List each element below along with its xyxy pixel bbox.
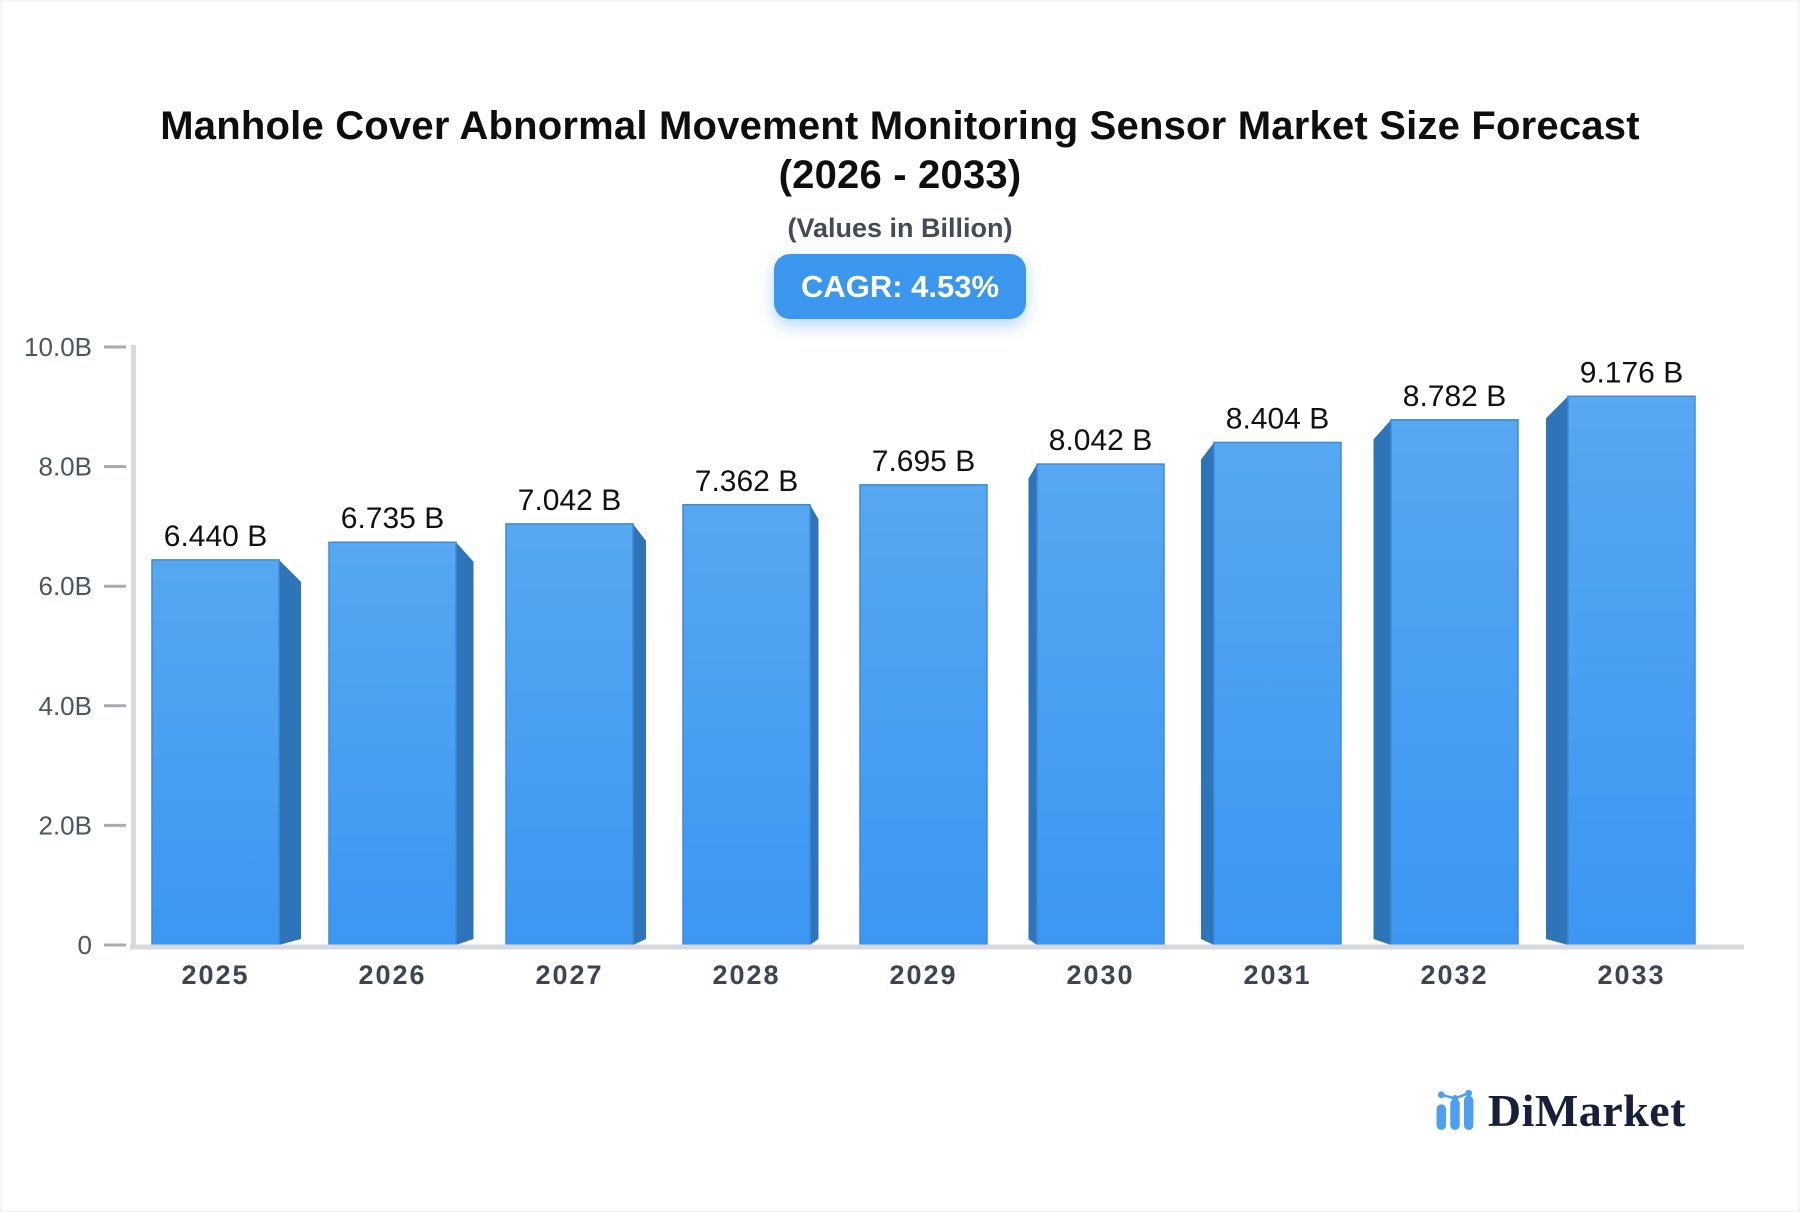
bar-value-label: 7.695 B xyxy=(872,445,975,478)
bar-2033: 9.176 B 2033 xyxy=(1546,356,1696,990)
bar-2030: 8.042 B 2030 xyxy=(1028,424,1165,990)
bar-chart-svg: 0 2.0B 4.0B 6.0B 8.0B 10.0B 6.440 B 2025 6.735 B… xyxy=(24,332,1744,990)
logo-dot-middle xyxy=(1451,1095,1459,1102)
logo-bar-left xyxy=(1436,1104,1446,1130)
x-axis-label: 2033 xyxy=(1597,960,1665,990)
bar-side-face xyxy=(1201,442,1214,945)
bar-front-face xyxy=(859,484,988,946)
x-axis-label: 2027 xyxy=(535,960,603,990)
x-axis-label: 2031 xyxy=(1243,960,1311,990)
chart-area: 0 2.0B 4.0B 6.0B 8.0B 10.0B 6.440 B 2025 6.735 B… xyxy=(2,282,1798,1012)
bar-2025: 6.440 B 2025 xyxy=(151,520,301,990)
bar-side-face xyxy=(1373,419,1391,945)
x-axis-label: 2032 xyxy=(1420,960,1488,990)
y-axis-label: 8.0B xyxy=(39,452,93,482)
chart-title-line2: (2026 - 2033) xyxy=(778,153,1022,197)
chart-subtitle: (Values in Billion) xyxy=(787,213,1013,243)
bar-2027: 7.042 B 2027 xyxy=(505,484,646,990)
x-axis-label: 2026 xyxy=(358,960,426,990)
x-axis-label: 2030 xyxy=(1066,960,1134,990)
bar-side-face xyxy=(633,523,646,945)
chart-title-line1: Manhole Cover Abnormal Movement Monitori… xyxy=(160,104,1640,148)
y-axis-label: 4.0B xyxy=(39,691,93,721)
logo-dot-left xyxy=(1437,1091,1445,1099)
bar-value-label: 7.042 B xyxy=(518,484,621,517)
x-axis-label: 2029 xyxy=(889,960,957,990)
bar-value-label: 8.404 B xyxy=(1226,402,1329,435)
x-axis-label: 2028 xyxy=(712,960,780,990)
dimarket-logo-icon xyxy=(1436,1090,1474,1130)
bar-value-label: 8.782 B xyxy=(1403,380,1506,413)
y-axis-label: 6.0B xyxy=(39,571,93,601)
y-axis-label: 2.0B xyxy=(39,810,93,840)
bar-side-face xyxy=(810,504,819,945)
bar-value-label: 8.042 B xyxy=(1049,424,1152,457)
bar-2029: 7.695 B 2029 xyxy=(859,445,988,990)
bar-side-face xyxy=(1028,464,1037,945)
dimarket-logo-text: DiMarket xyxy=(1487,1085,1686,1137)
cagr-badge: CAGR: 4.53% xyxy=(773,254,1027,319)
logo-bar-right xyxy=(1463,1095,1474,1130)
bar-side-face xyxy=(279,559,301,945)
bar-front-face xyxy=(682,504,811,946)
bar-value-label: 7.362 B xyxy=(695,465,798,498)
bar-side-face xyxy=(456,542,474,945)
bar-front-face xyxy=(1390,419,1519,946)
bar-side-face xyxy=(1546,396,1568,945)
bar-front-face xyxy=(1036,463,1165,946)
bar-front-face xyxy=(151,559,280,946)
chart-header: Manhole Cover Abnormal Movement Monitori… xyxy=(2,102,1798,319)
logo-bar-middle xyxy=(1450,1098,1460,1130)
bar-value-label: 6.735 B xyxy=(341,502,444,535)
dimarket-logo: DiMarket xyxy=(1435,1085,1686,1137)
bar-value-label: 9.176 B xyxy=(1580,356,1683,389)
y-axis-label: 0 xyxy=(78,930,92,960)
logo-dot-right xyxy=(1465,1090,1472,1097)
bar-2031: 8.404 B 2031 xyxy=(1201,402,1342,990)
bar-front-face xyxy=(1213,441,1342,946)
bar-front-face xyxy=(505,523,634,946)
y-axis-label: 10.0B xyxy=(24,332,92,362)
bar-2032: 8.782 B 2032 xyxy=(1373,380,1519,990)
bar-value-label: 6.440 B xyxy=(164,520,267,553)
bar-2026: 6.735 B 2026 xyxy=(328,502,474,990)
cagr-badge-row: CAGR: 4.53% xyxy=(2,254,1798,319)
bar-front-face xyxy=(328,541,457,946)
x-axis-label: 2025 xyxy=(181,960,249,990)
bar-front-face xyxy=(1567,395,1696,946)
bar-2028: 7.362 B 2028 xyxy=(682,465,819,990)
